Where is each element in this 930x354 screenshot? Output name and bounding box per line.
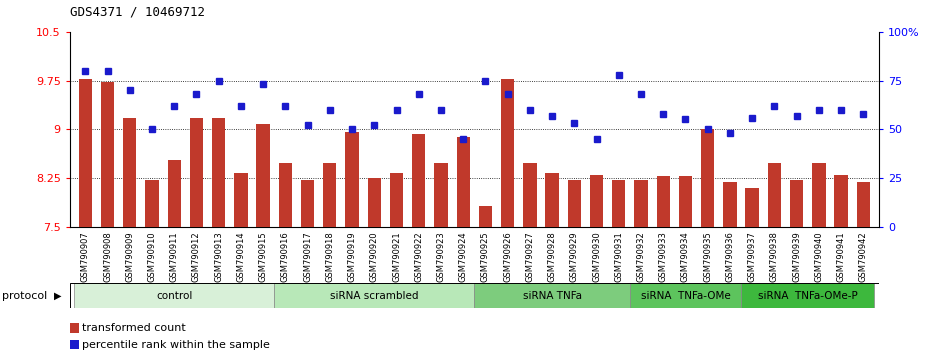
Bar — [212, 118, 225, 227]
Bar — [123, 118, 137, 227]
Bar — [167, 160, 181, 227]
Bar — [630, 283, 741, 308]
Text: siRNA scrambled: siRNA scrambled — [330, 291, 418, 301]
Bar — [857, 182, 870, 227]
Text: transformed count: transformed count — [82, 323, 186, 333]
Bar — [524, 163, 537, 227]
Bar — [679, 176, 692, 227]
Bar — [100, 82, 114, 227]
Bar — [634, 180, 647, 227]
Bar — [79, 79, 92, 227]
Text: GDS4371 / 10469712: GDS4371 / 10469712 — [70, 5, 205, 18]
Bar — [390, 173, 404, 227]
Bar — [412, 135, 425, 227]
Bar — [434, 163, 447, 227]
Bar — [612, 180, 626, 227]
Bar — [501, 79, 514, 227]
Text: ▶: ▶ — [54, 291, 61, 301]
Bar — [367, 178, 381, 227]
Text: protocol: protocol — [2, 291, 47, 301]
Bar — [323, 163, 337, 227]
Bar — [457, 137, 470, 227]
Bar — [190, 118, 203, 227]
Text: control: control — [156, 291, 193, 301]
Bar — [145, 180, 159, 227]
Bar — [812, 163, 826, 227]
Bar — [301, 180, 314, 227]
Text: siRNA  TNFa-OMe: siRNA TNFa-OMe — [641, 291, 730, 301]
Bar — [479, 206, 492, 227]
Bar — [545, 173, 559, 227]
Bar — [701, 129, 714, 227]
Bar — [474, 283, 630, 308]
Bar — [724, 182, 737, 227]
Bar — [567, 180, 581, 227]
Text: percentile rank within the sample: percentile rank within the sample — [82, 340, 270, 350]
Bar — [657, 176, 670, 227]
Bar — [345, 132, 359, 227]
Bar — [767, 163, 781, 227]
Bar — [257, 124, 270, 227]
Bar — [746, 188, 759, 227]
Bar — [274, 283, 474, 308]
Bar — [590, 175, 604, 227]
Bar — [834, 175, 848, 227]
Bar — [790, 180, 804, 227]
Text: siRNA  TNFa-OMe-P: siRNA TNFa-OMe-P — [758, 291, 857, 301]
Bar — [234, 173, 247, 227]
Text: siRNA TNFa: siRNA TNFa — [523, 291, 581, 301]
Bar — [74, 283, 274, 308]
Bar — [741, 283, 874, 308]
Bar — [279, 163, 292, 227]
